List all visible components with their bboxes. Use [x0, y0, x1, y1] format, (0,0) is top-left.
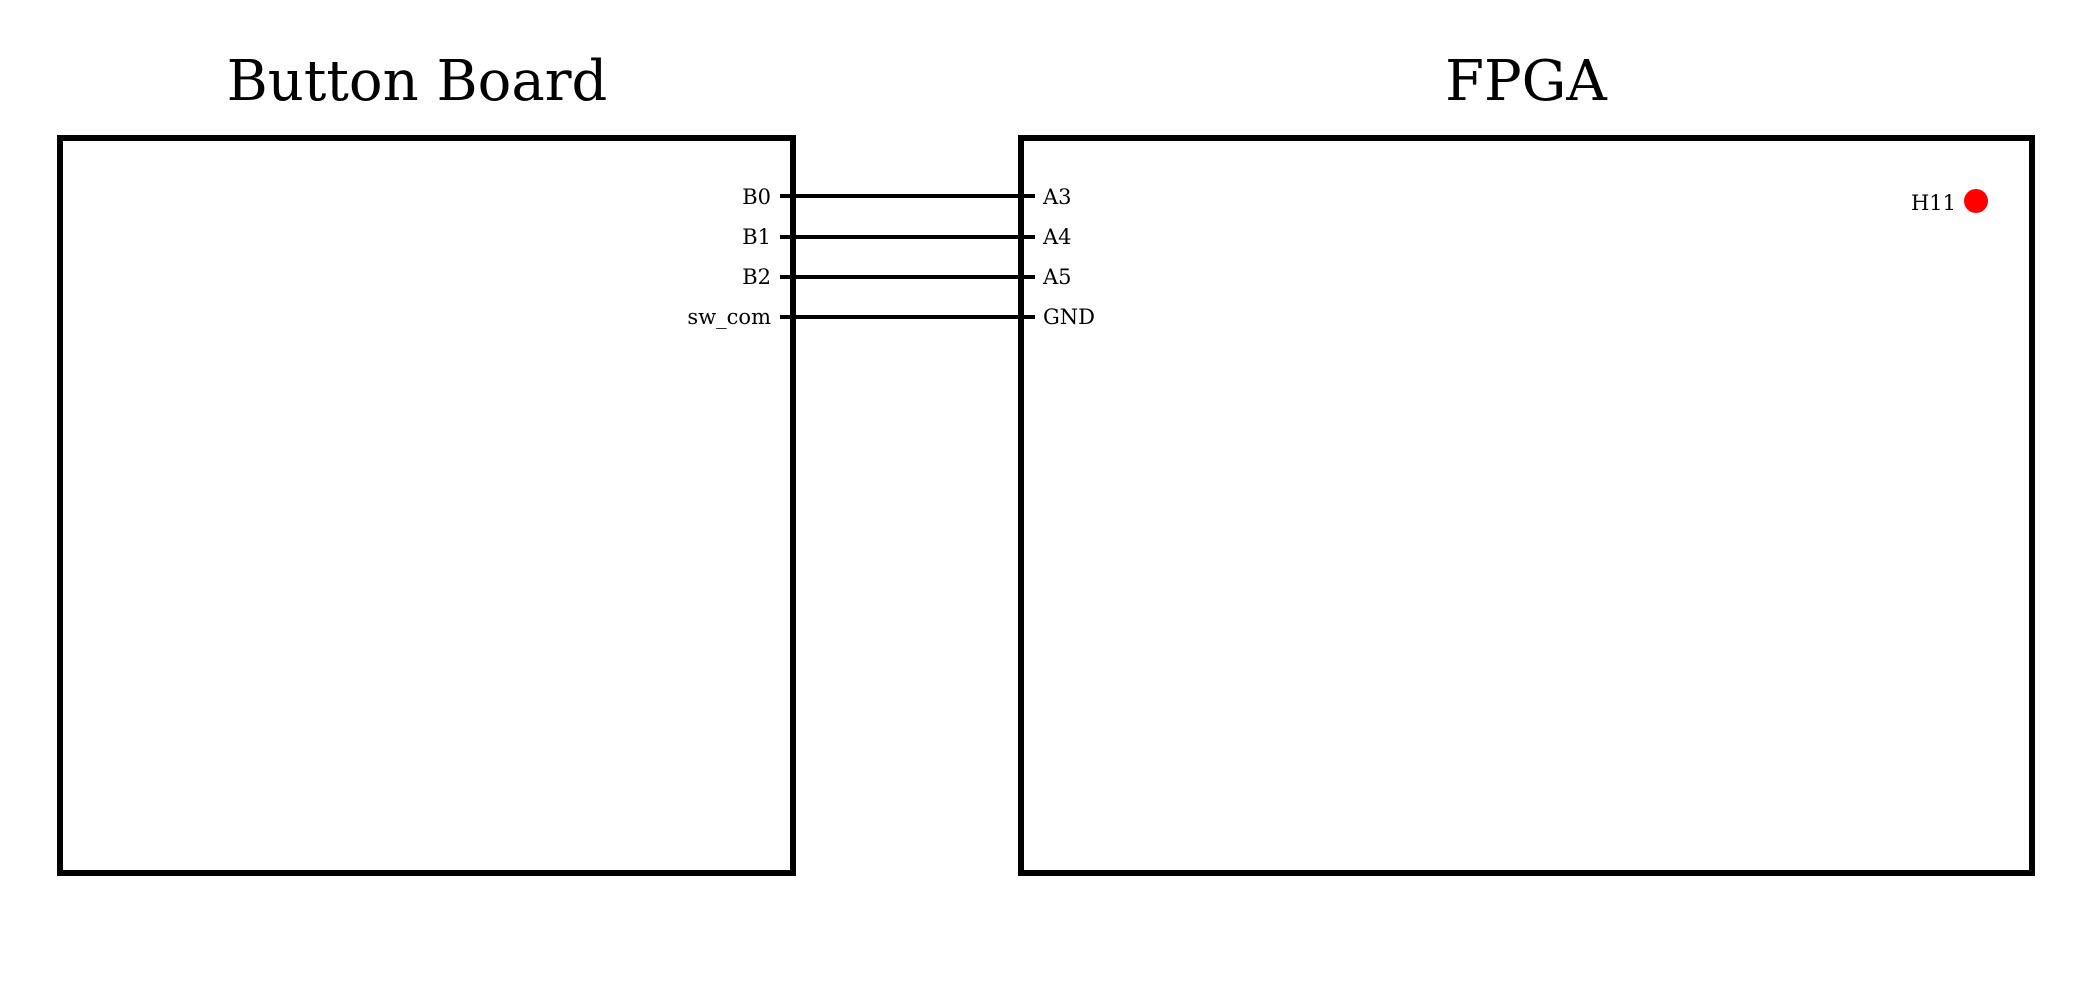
pin-label-a4: A4	[1042, 225, 1072, 249]
pin-label-gnd: GND	[1043, 305, 1095, 329]
button-board-title: Button Board	[227, 49, 608, 114]
pin-label-sw-com: sw_com	[687, 305, 771, 329]
pin-label-a3: A3	[1042, 185, 1072, 209]
pin-label-b2: B2	[742, 265, 771, 289]
fpga-block	[1018, 135, 2035, 876]
pin-label-b0: B0	[742, 185, 771, 209]
fpga-title: FPGA	[1445, 49, 1607, 114]
red-indicator-dot-icon	[1964, 189, 1988, 213]
indicator-label-h11: H11	[1911, 191, 1956, 215]
pin-label-a5: A5	[1042, 265, 1072, 289]
button-board-block	[57, 135, 796, 876]
pin-label-b1: B1	[742, 225, 771, 249]
